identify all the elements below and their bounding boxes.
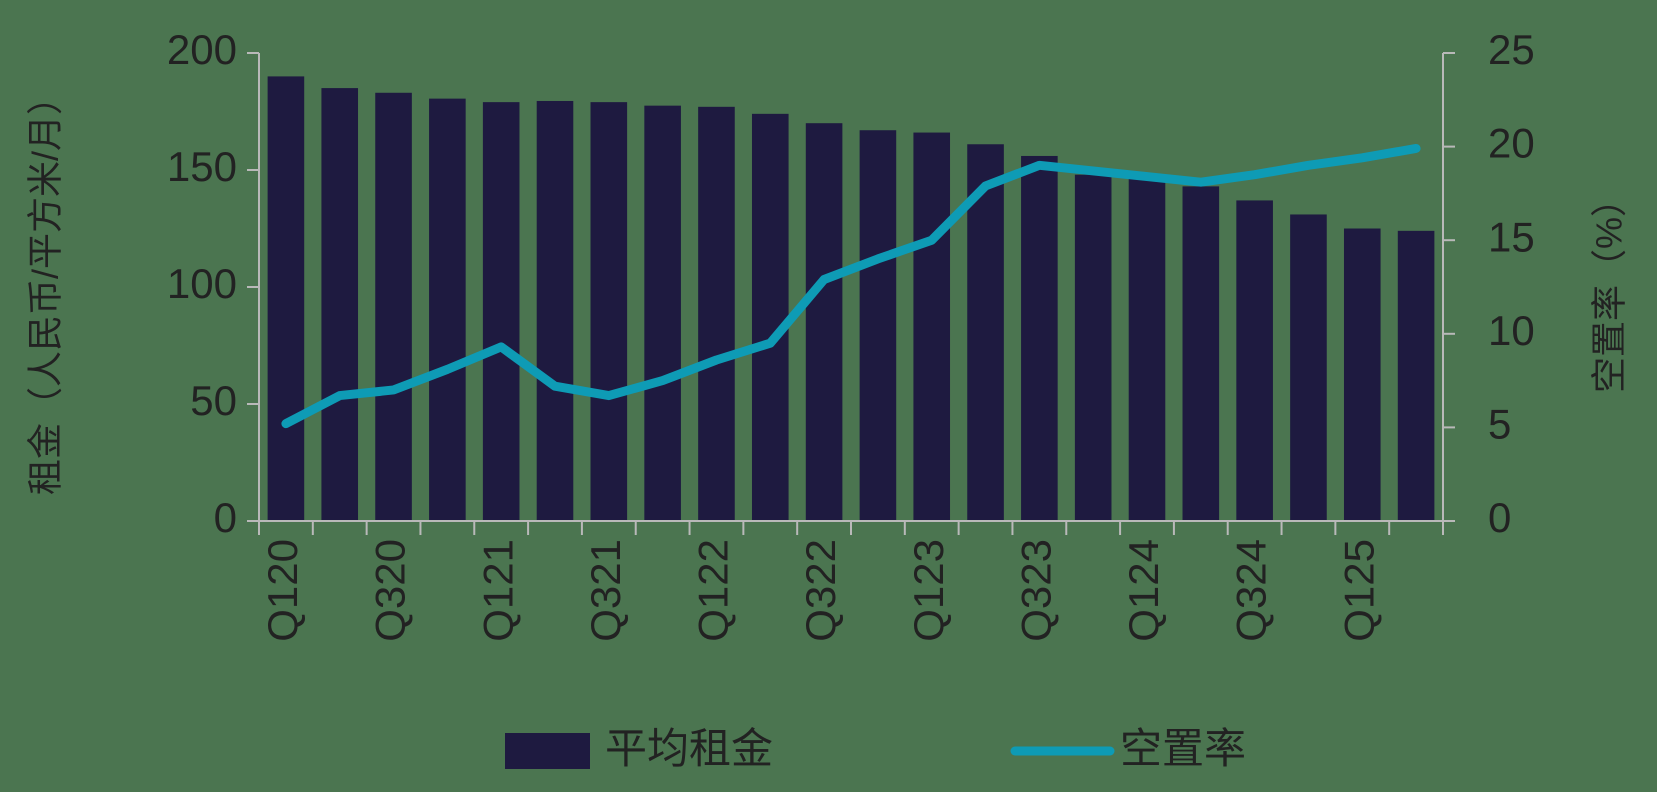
x-tick-label: Q322	[797, 539, 844, 642]
y-tick-label: 100	[167, 260, 237, 307]
bar	[698, 106, 735, 521]
bar	[429, 98, 466, 521]
x-tick-label: Q324	[1228, 539, 1275, 642]
x-tick-label: Q320	[367, 539, 414, 642]
bar	[1397, 230, 1435, 521]
x-tick-label: Q323	[1012, 539, 1059, 642]
bar	[267, 76, 305, 522]
x-tick-label: Q120	[259, 539, 306, 642]
y2-tick-label: 25	[1488, 26, 1535, 73]
bar	[1236, 200, 1273, 522]
bar	[375, 92, 412, 521]
bar	[1343, 228, 1381, 521]
legend-label: 空置率	[1120, 725, 1246, 772]
line	[281, 143, 1421, 429]
x-tick-label: Q124	[1120, 539, 1167, 642]
y2-tick-label: 20	[1488, 120, 1535, 167]
bar	[1021, 155, 1058, 521]
bar	[1290, 214, 1327, 521]
x-tick-label: Q123	[905, 539, 952, 642]
bar	[913, 132, 951, 521]
bar	[536, 100, 574, 521]
bar	[967, 144, 1004, 521]
y-tick-label: 0	[214, 494, 237, 541]
y2-tick-label: 0	[1488, 494, 1511, 541]
bar	[1182, 186, 1220, 521]
x-tick-label: Q321	[582, 539, 629, 642]
bar	[1074, 174, 1112, 521]
bar	[859, 130, 897, 521]
bar	[644, 105, 681, 522]
legend-label: 平均租金	[605, 725, 773, 772]
bar	[321, 88, 359, 521]
bar	[590, 102, 628, 521]
legend-swatch	[505, 733, 590, 769]
y-tick-label: 150	[167, 143, 237, 190]
bar	[751, 113, 789, 521]
y-tick-label: 50	[190, 377, 237, 424]
bar	[805, 123, 843, 521]
y2-tick-label: 10	[1488, 307, 1535, 354]
y2-axis-title: 空置率（%）	[1589, 181, 1630, 393]
x-tick-label: Q125	[1335, 539, 1382, 642]
x-tick-label: Q121	[474, 539, 521, 642]
x-tick-label: Q122	[690, 539, 737, 642]
y2-tick-label: 5	[1488, 400, 1511, 447]
y-axis-title: 租金（人民币/平方米/月）	[25, 79, 66, 495]
bar	[482, 102, 520, 521]
y2-tick-label: 15	[1488, 213, 1535, 260]
y-tick-label: 200	[167, 26, 237, 73]
bar	[1128, 177, 1166, 521]
